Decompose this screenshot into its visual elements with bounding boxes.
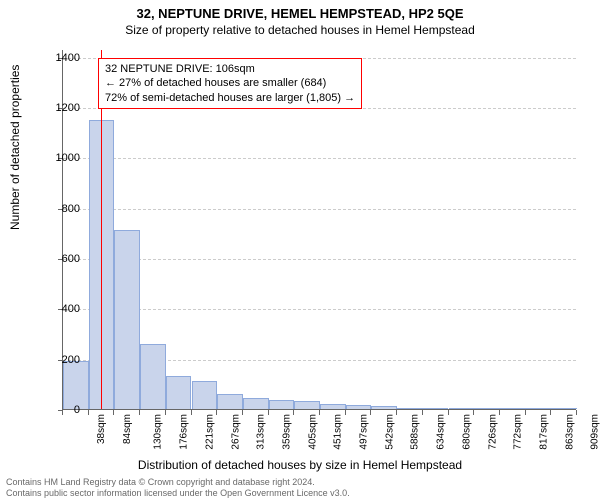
histogram-bar bbox=[114, 230, 140, 409]
x-tick-label: 909sqm bbox=[590, 414, 600, 450]
x-tick-label: 726sqm bbox=[487, 414, 498, 450]
histogram-bar bbox=[500, 408, 526, 409]
x-tick-label: 634sqm bbox=[436, 414, 447, 450]
annotation-line-1: 32 NEPTUNE DRIVE: 106sqm bbox=[105, 62, 355, 76]
x-tick-mark bbox=[268, 410, 269, 415]
histogram-bar bbox=[346, 405, 372, 409]
footer-attribution: Contains HM Land Registry data © Crown c… bbox=[6, 477, 350, 498]
x-tick-label: 817sqm bbox=[538, 414, 549, 450]
x-tick-label: 863sqm bbox=[564, 414, 575, 450]
histogram-bar bbox=[166, 376, 192, 409]
x-tick-label: 772sqm bbox=[513, 414, 524, 450]
footer-line-1: Contains HM Land Registry data © Crown c… bbox=[6, 477, 350, 487]
x-tick-mark bbox=[293, 410, 294, 415]
annotation-line-2: ← 27% of detached houses are smaller (68… bbox=[105, 76, 355, 90]
gridline bbox=[63, 209, 576, 210]
histogram-bar bbox=[140, 344, 166, 409]
y-tick-label: 1400 bbox=[40, 52, 80, 64]
x-tick-label: 359sqm bbox=[281, 414, 292, 450]
x-tick-mark bbox=[113, 410, 114, 415]
histogram-bar bbox=[294, 401, 320, 409]
x-tick-mark bbox=[422, 410, 423, 415]
x-tick-label: 267sqm bbox=[230, 414, 241, 450]
x-tick-label: 176sqm bbox=[179, 414, 190, 450]
histogram-bar bbox=[423, 408, 449, 409]
gridline bbox=[63, 158, 576, 159]
histogram-bar bbox=[397, 408, 423, 409]
y-tick-label: 600 bbox=[40, 253, 80, 265]
x-tick-mark bbox=[576, 410, 577, 415]
histogram-bar bbox=[551, 408, 577, 409]
histogram-bar bbox=[371, 406, 397, 409]
x-tick-mark bbox=[216, 410, 217, 415]
histogram-bar bbox=[449, 408, 475, 409]
histogram-bar bbox=[217, 394, 243, 409]
page-subtitle: Size of property relative to detached ho… bbox=[0, 23, 600, 37]
x-tick-mark bbox=[191, 410, 192, 415]
x-tick-label: 313sqm bbox=[256, 414, 267, 450]
y-tick-label: 1200 bbox=[40, 102, 80, 114]
x-tick-mark bbox=[499, 410, 500, 415]
x-tick-mark bbox=[370, 410, 371, 415]
x-tick-label: 405sqm bbox=[307, 414, 318, 450]
x-tick-label: 680sqm bbox=[461, 414, 472, 450]
x-tick-mark bbox=[550, 410, 551, 415]
histogram-bar bbox=[320, 404, 346, 409]
x-tick-label: 451sqm bbox=[333, 414, 344, 450]
annotation-line-3: 72% of semi-detached houses are larger (… bbox=[105, 91, 355, 105]
histogram-bar bbox=[474, 408, 500, 409]
x-tick-mark bbox=[319, 410, 320, 415]
x-tick-mark bbox=[396, 410, 397, 415]
y-tick-label: 800 bbox=[40, 203, 80, 215]
x-tick-label: 130sqm bbox=[153, 414, 164, 450]
y-tick-label: 200 bbox=[40, 354, 80, 366]
histogram-chart: 32 NEPTUNE DRIVE: 106sqm ← 27% of detach… bbox=[62, 50, 576, 410]
x-tick-label: 38sqm bbox=[96, 414, 107, 444]
x-tick-label: 542sqm bbox=[384, 414, 395, 450]
histogram-bar bbox=[526, 408, 552, 409]
footer-line-2: Contains public sector information licen… bbox=[6, 488, 350, 498]
y-tick-label: 0 bbox=[40, 404, 80, 416]
x-tick-mark bbox=[139, 410, 140, 415]
page-title-address: 32, NEPTUNE DRIVE, HEMEL HEMPSTEAD, HP2 … bbox=[0, 6, 600, 21]
y-axis-title: Number of detached properties bbox=[8, 65, 22, 230]
histogram-bar bbox=[63, 361, 89, 409]
y-tick-label: 1000 bbox=[40, 152, 80, 164]
histogram-bar bbox=[269, 400, 295, 409]
x-tick-mark bbox=[448, 410, 449, 415]
x-tick-mark bbox=[242, 410, 243, 415]
x-tick-mark bbox=[473, 410, 474, 415]
x-tick-label: 84sqm bbox=[122, 414, 133, 444]
x-tick-label: 221sqm bbox=[204, 414, 215, 450]
annotation-box: 32 NEPTUNE DRIVE: 106sqm ← 27% of detach… bbox=[98, 58, 362, 109]
x-tick-mark bbox=[525, 410, 526, 415]
x-tick-label: 588sqm bbox=[410, 414, 421, 450]
x-tick-mark bbox=[345, 410, 346, 415]
x-tick-label: 497sqm bbox=[359, 414, 370, 450]
x-tick-mark bbox=[88, 410, 89, 415]
x-tick-mark bbox=[165, 410, 166, 415]
histogram-bar bbox=[192, 381, 218, 409]
histogram-bar bbox=[243, 398, 269, 409]
x-axis-title: Distribution of detached houses by size … bbox=[0, 458, 600, 472]
y-tick-label: 400 bbox=[40, 303, 80, 315]
